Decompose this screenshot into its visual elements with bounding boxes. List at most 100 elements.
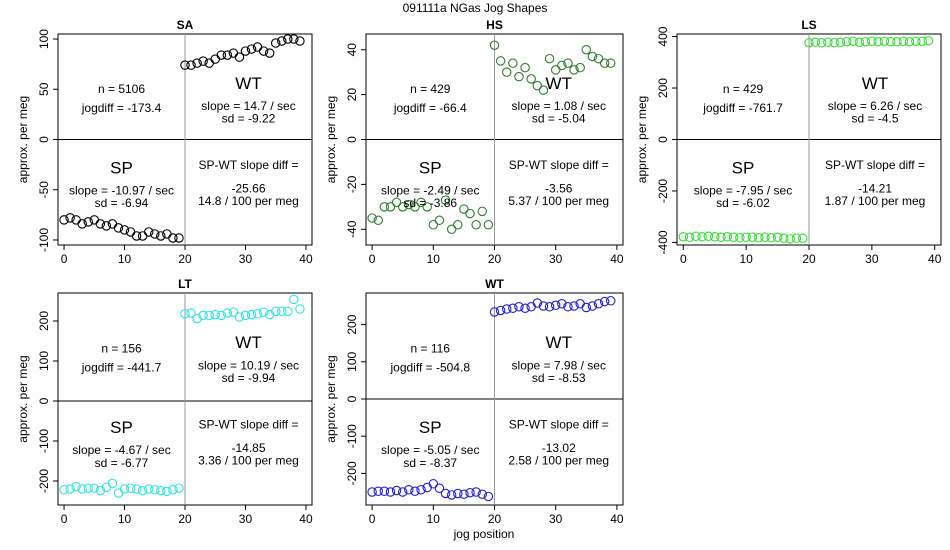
y-tick-label: 0 xyxy=(345,395,359,402)
data-point xyxy=(593,53,604,64)
data-point xyxy=(766,233,777,243)
data-point xyxy=(544,53,555,64)
data-point xyxy=(923,35,934,46)
data-point xyxy=(606,296,616,306)
x-tick-label: 30 xyxy=(549,252,563,266)
data-point xyxy=(198,56,208,66)
data-point xyxy=(192,313,202,324)
annotation-jogdiff: jogdiff = -761.7 xyxy=(702,101,783,115)
x-tick-label: 20 xyxy=(178,252,192,266)
annotation-sp-sd: sd = -6.02 xyxy=(716,196,770,210)
data-point xyxy=(483,220,494,230)
x-tick-label: 0 xyxy=(680,252,687,266)
annotation-sp-sd: sd = -3.86 xyxy=(403,196,457,210)
data-point xyxy=(904,36,915,47)
annotation-jogdiff: jogdiff = -173.4 xyxy=(81,101,162,115)
data-point xyxy=(532,298,543,308)
panel-title: WT xyxy=(485,277,504,291)
y-tick-label: 40 xyxy=(345,43,359,57)
data-point xyxy=(709,232,720,242)
x-tick-label: 0 xyxy=(61,512,68,526)
data-point xyxy=(65,484,75,494)
data-point xyxy=(156,485,166,496)
data-point xyxy=(270,38,281,48)
annotation-diff-rate: 14.8 / 100 per meg xyxy=(198,194,299,208)
data-point xyxy=(137,485,148,496)
annotation-jogdiff: jogdiff = -441.7 xyxy=(81,360,162,374)
annotation-jogdiff: jogdiff = -66.4 xyxy=(393,101,467,115)
data-point xyxy=(593,299,604,309)
data-point xyxy=(119,225,130,235)
data-point xyxy=(373,215,383,226)
x-tick-label: 40 xyxy=(299,512,313,526)
y-tick-label: -400 xyxy=(656,230,670,254)
data-point xyxy=(563,58,573,68)
data-point xyxy=(684,232,695,243)
data-point xyxy=(791,233,802,244)
annotation-wt-title: WT xyxy=(862,74,888,93)
data-point xyxy=(471,487,481,497)
data-point xyxy=(410,202,420,212)
figure-title: 091111a NGas Jog Shapes xyxy=(403,1,548,15)
data-point xyxy=(428,220,439,230)
annotation-wt-sd: sd = -9.22 xyxy=(222,112,276,126)
data-point xyxy=(137,231,148,241)
x-tick-label: 0 xyxy=(369,512,376,526)
data-point xyxy=(234,52,245,62)
data-point xyxy=(168,485,178,495)
data-point xyxy=(563,302,573,312)
data-point xyxy=(785,234,795,244)
data-point xyxy=(495,56,506,66)
x-tick-label: 40 xyxy=(928,252,942,266)
annotation-wt-title: WT xyxy=(235,333,261,352)
data-point xyxy=(204,310,214,321)
data-point xyxy=(83,483,93,493)
data-point xyxy=(550,65,561,75)
annotation-sp-slope: slope = -5.05 / sec xyxy=(381,443,479,457)
data-point xyxy=(186,60,196,70)
data-point xyxy=(508,303,518,313)
data-point xyxy=(270,306,281,317)
annotation-wt-sd: sd = -8.53 xyxy=(532,371,586,385)
annotation-wt-sd: sd = -5.04 xyxy=(532,112,586,126)
data-point xyxy=(83,217,93,227)
data-point xyxy=(295,304,305,314)
data-point xyxy=(860,36,871,47)
data-point xyxy=(71,481,81,492)
y-tick-label: -100 xyxy=(345,424,359,448)
annotation-diff-title: SP-WT slope diff = xyxy=(199,158,299,172)
data-point xyxy=(779,233,789,244)
data-point xyxy=(810,37,821,47)
figure-x-axis-label: jog position xyxy=(453,527,515,541)
data-point xyxy=(216,310,227,321)
data-point xyxy=(898,36,909,46)
annotation-wt-title: WT xyxy=(546,74,572,93)
data-point xyxy=(867,36,877,46)
data-point xyxy=(125,483,136,493)
x-tick-label: 0 xyxy=(369,252,376,266)
data-point xyxy=(228,307,239,317)
annotation-n: n = 5106 xyxy=(98,82,145,96)
annotation-jogdiff: jogdiff = -504.8 xyxy=(389,360,470,374)
annotation-sp-title: SP xyxy=(419,158,442,177)
y-tick-label: -200 xyxy=(656,179,670,203)
data-point xyxy=(283,306,293,317)
y-tick-label: 100 xyxy=(37,351,51,371)
data-point xyxy=(735,233,745,243)
data-point xyxy=(691,231,701,242)
data-point xyxy=(222,308,233,318)
y-tick-label: -100 xyxy=(37,228,51,252)
annotation-wt-slope: slope = 10.19 / sec xyxy=(198,358,299,372)
data-point xyxy=(234,312,245,322)
x-tick-label: 40 xyxy=(610,512,624,526)
data-point xyxy=(728,232,739,243)
data-point xyxy=(446,224,457,235)
annotation-wt-sd: sd = -9.94 xyxy=(222,371,276,385)
data-point xyxy=(526,302,536,312)
data-point xyxy=(716,232,726,243)
data-point xyxy=(703,231,714,242)
data-point xyxy=(180,60,190,70)
data-point xyxy=(741,232,751,243)
data-point xyxy=(283,34,293,44)
data-point xyxy=(453,488,463,499)
